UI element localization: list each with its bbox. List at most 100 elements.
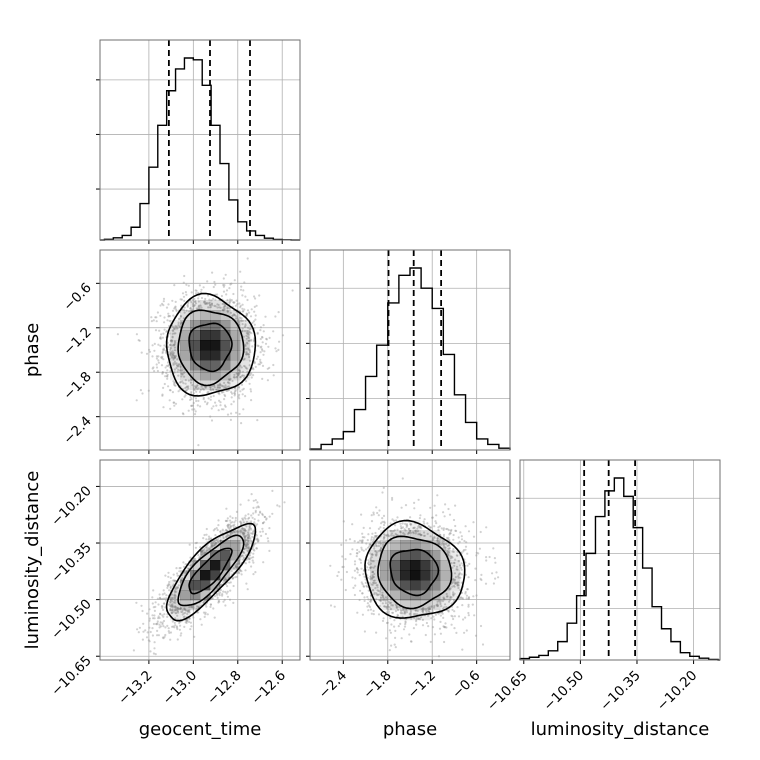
- scatter-point: [417, 524, 420, 527]
- density-cell: [200, 310, 211, 321]
- density-cell: [400, 580, 411, 591]
- scatter-point: [239, 306, 242, 309]
- scatter-point: [386, 533, 390, 536]
- scatter-point: [223, 381, 226, 384]
- scatter-point: [478, 547, 481, 550]
- scatter-point: [202, 601, 205, 604]
- density-cell: [370, 590, 381, 601]
- scatter-point: [244, 319, 247, 322]
- scatter-point: [214, 305, 217, 308]
- scatter-point: [375, 534, 379, 538]
- scatter-point: [436, 600, 439, 603]
- scatter-point: [157, 355, 160, 358]
- scatter-point: [432, 606, 436, 609]
- scatter-point: [207, 548, 210, 551]
- scatter-point: [217, 601, 220, 604]
- scatter-point: [460, 573, 463, 576]
- scatter-point: [171, 329, 174, 332]
- scatter-point: [351, 548, 354, 551]
- scatter-point: [244, 529, 247, 532]
- scatter-point: [251, 532, 254, 535]
- density-cell: [410, 520, 421, 531]
- density-cell: [170, 610, 181, 621]
- scatter-point: [195, 399, 198, 403]
- scatter-point: [404, 504, 408, 507]
- scatter-point: [363, 630, 366, 633]
- scatter-point: [361, 592, 364, 595]
- scatter-point: [172, 601, 175, 604]
- scatter-point: [239, 528, 243, 531]
- scatter-point: [450, 614, 453, 617]
- scatter-point: [180, 578, 183, 582]
- scatter-point: [229, 519, 232, 522]
- scatter-point: [420, 533, 423, 537]
- density-cell: [200, 590, 211, 601]
- scatter-point: [161, 336, 164, 339]
- scatter-point: [206, 613, 209, 616]
- scatter-point: [209, 537, 213, 540]
- scatter-point: [170, 596, 174, 599]
- scatter-point: [225, 535, 228, 538]
- scatter-point: [249, 359, 252, 362]
- scatter-point: [408, 529, 411, 532]
- scatter-point: [199, 291, 202, 294]
- x-tick-label: −10.35: [597, 668, 644, 715]
- scatter-point: [185, 621, 188, 625]
- scatter-point: [175, 611, 178, 615]
- scatter-point: [204, 297, 207, 301]
- scatter-point: [402, 532, 405, 535]
- scatter-point: [176, 364, 179, 367]
- scatter-point: [250, 528, 253, 531]
- scatter-point: [388, 602, 391, 605]
- scatter-point: [400, 506, 403, 509]
- scatter-point: [184, 394, 187, 397]
- scatter-point: [394, 646, 397, 649]
- scatter-point: [220, 408, 223, 411]
- scatter-point: [201, 387, 204, 390]
- scatter-point: [453, 610, 456, 613]
- scatter-point: [254, 365, 257, 368]
- density-cell: [240, 360, 251, 371]
- scatter-point: [174, 601, 177, 604]
- scatter-point: [171, 352, 174, 355]
- scatter-point: [234, 566, 237, 569]
- scatter-point: [193, 387, 196, 390]
- scatter-point: [154, 316, 157, 319]
- scatter-point: [223, 304, 226, 308]
- scatter-point: [240, 285, 243, 288]
- scatter-point: [409, 516, 412, 519]
- scatter-point: [222, 579, 225, 582]
- scatter-point: [213, 590, 216, 593]
- scatter-point: [368, 566, 372, 569]
- scatter-point: [431, 610, 434, 613]
- scatter-point: [404, 612, 407, 615]
- scatter-point: [228, 382, 231, 385]
- scatter-point: [255, 506, 258, 509]
- scatter-point: [182, 382, 185, 385]
- scatter-point: [166, 584, 169, 588]
- density-cell: [200, 360, 211, 371]
- scatter-point: [228, 287, 231, 290]
- scatter-point: [260, 335, 264, 339]
- scatter-point: [373, 593, 376, 596]
- scatter-point: [163, 328, 166, 331]
- scatter-point: [176, 327, 179, 330]
- scatter-point: [405, 523, 409, 526]
- scatter-point: [381, 517, 384, 520]
- scatter-point: [241, 319, 245, 322]
- histogram-step-line: [100, 57, 300, 241]
- scatter-point: [246, 543, 249, 546]
- scatter-point: [245, 314, 248, 317]
- scatter-point: [430, 605, 433, 608]
- scatter-point: [266, 367, 269, 370]
- scatter-point: [362, 526, 365, 530]
- scatter-point: [245, 347, 248, 350]
- scatter-point: [244, 543, 247, 547]
- scatter-point: [254, 314, 257, 317]
- scatter-point: [215, 404, 218, 407]
- scatter-point: [374, 531, 377, 535]
- scatter-point: [217, 303, 220, 307]
- scatter-point: [395, 604, 398, 607]
- scatter-point: [247, 335, 250, 338]
- scatter-point: [189, 556, 192, 559]
